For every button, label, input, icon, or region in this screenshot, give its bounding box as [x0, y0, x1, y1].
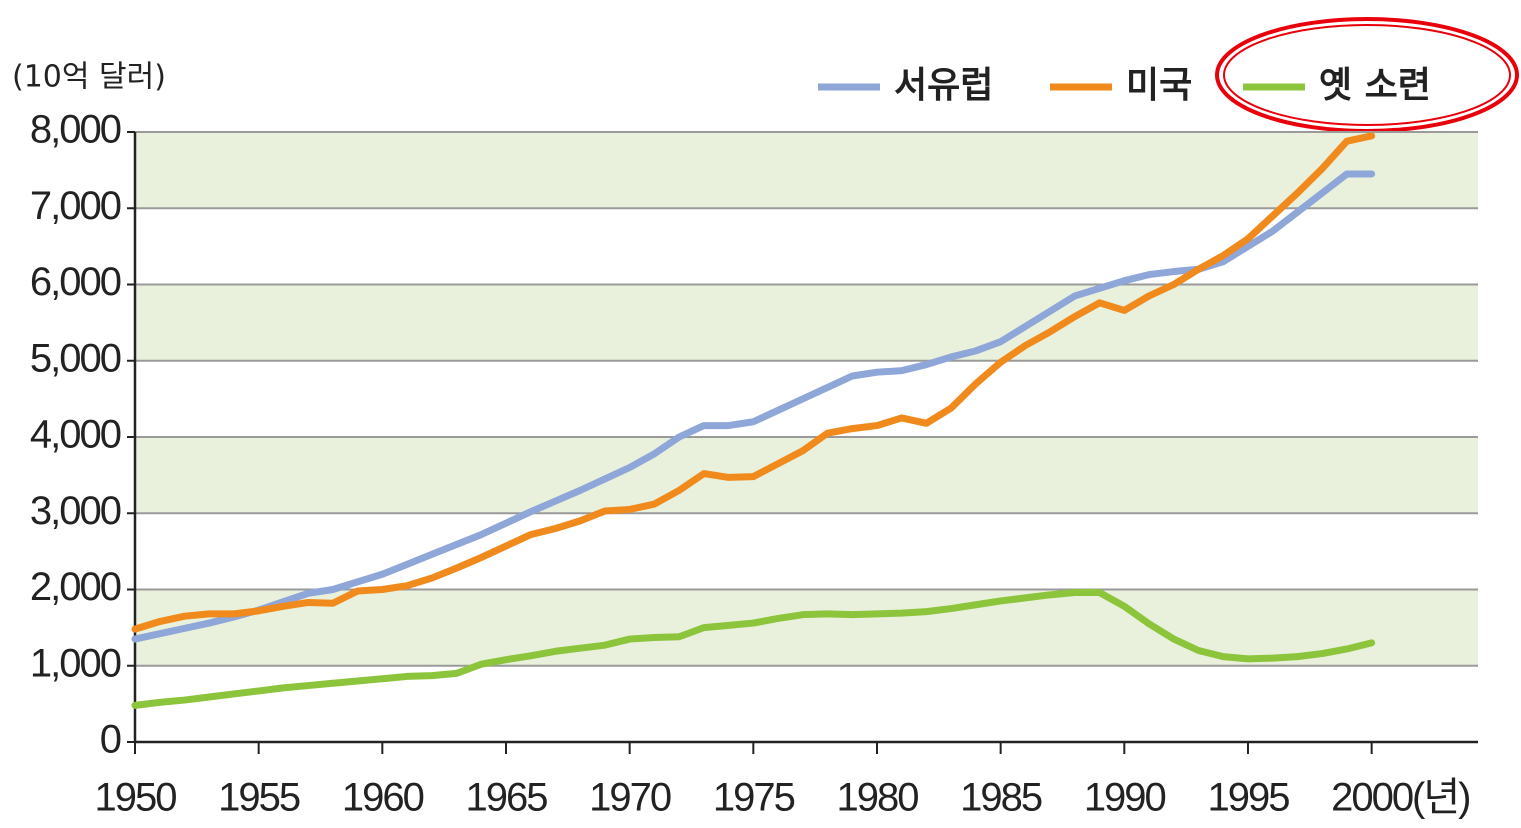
- x-tick-label: 1960: [342, 776, 424, 820]
- legend-label: 서유럽: [894, 65, 993, 106]
- y-tick-label: 8,000: [30, 108, 121, 152]
- y-tick-label: 6,000: [30, 260, 121, 304]
- y-tick-label: 0: [100, 718, 121, 762]
- x-tick-label: 1995: [1207, 776, 1289, 820]
- bands: [135, 132, 1478, 666]
- highlight-ellipse-inner: [1223, 24, 1511, 126]
- x-tick-label: 1970: [589, 776, 671, 820]
- y-tick-label: 2,000: [30, 565, 121, 609]
- x-tick-label: 1965: [466, 776, 548, 820]
- y-tick-label: 1,000: [30, 641, 121, 685]
- x-tick-label: 1975: [713, 776, 795, 820]
- y-tick-label: 3,000: [30, 489, 121, 533]
- x-tick-label: 2000: [1331, 776, 1413, 820]
- band: [135, 284, 1478, 361]
- y-tick-label: 4,000: [30, 413, 121, 457]
- series-line: [131, 589, 1376, 709]
- series-line: [131, 132, 1376, 633]
- series-line: [131, 170, 1376, 643]
- x-tick-label: 1990: [1084, 776, 1166, 820]
- x-tick-label: 1980: [836, 776, 918, 820]
- x-unit-label: (년): [1412, 776, 1469, 820]
- x-tick-label: 1985: [960, 776, 1042, 820]
- y-tick-label: 5,000: [30, 336, 121, 380]
- band: [135, 589, 1478, 666]
- band: [135, 132, 1478, 209]
- y-unit-label: (10억 달러): [12, 60, 166, 95]
- legend-label: 미국: [1126, 65, 1192, 106]
- x-tick-label: 1950: [95, 776, 177, 820]
- y-tick-label: 7,000: [30, 184, 121, 228]
- legend-label: 옛 소련: [1319, 65, 1431, 106]
- x-tick-label: 1955: [218, 776, 300, 820]
